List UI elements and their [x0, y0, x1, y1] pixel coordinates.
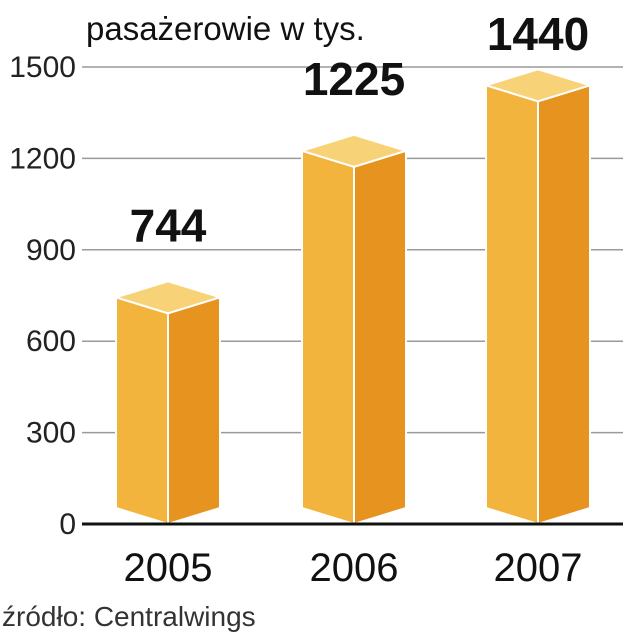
chart-title: pasażerowie w tys. [86, 10, 365, 47]
y-tick-label: 900 [26, 234, 76, 267]
x-axis-categories: 2005 2006 2007 [124, 546, 583, 590]
y-tick-label: 1200 [9, 142, 76, 175]
bar-side-face [167, 296, 221, 525]
bar-top-face [485, 68, 591, 103]
value-label: 1440 [487, 8, 589, 60]
bar-side-face [353, 149, 407, 525]
bar-2005 [115, 280, 221, 525]
bar-front-face [301, 149, 355, 525]
y-tick-label: 1500 [9, 51, 76, 84]
bars [115, 68, 591, 525]
bar-2007 [485, 68, 591, 525]
x-category-label: 2006 [310, 546, 399, 590]
bar-side-face [537, 84, 591, 525]
x-category-label: 2007 [494, 546, 583, 590]
value-labels: 744 1225 1440 [130, 8, 590, 251]
y-tick-label: 600 [26, 325, 76, 358]
value-label: 1225 [303, 53, 405, 105]
bar-top-face [115, 280, 221, 315]
bar-front-face [485, 84, 539, 525]
y-tick-label: 0 [59, 508, 76, 541]
x-category-label: 2005 [124, 546, 213, 590]
bar-front-face [115, 296, 169, 525]
bar-2006 [301, 133, 407, 525]
source-note: źródło: Centralwings [2, 601, 256, 632]
bar-top-face [301, 133, 407, 168]
value-label: 744 [130, 199, 207, 251]
y-tick-label: 300 [26, 417, 76, 450]
y-axis-ticks: 0 300 600 900 1200 1500 [9, 51, 76, 541]
